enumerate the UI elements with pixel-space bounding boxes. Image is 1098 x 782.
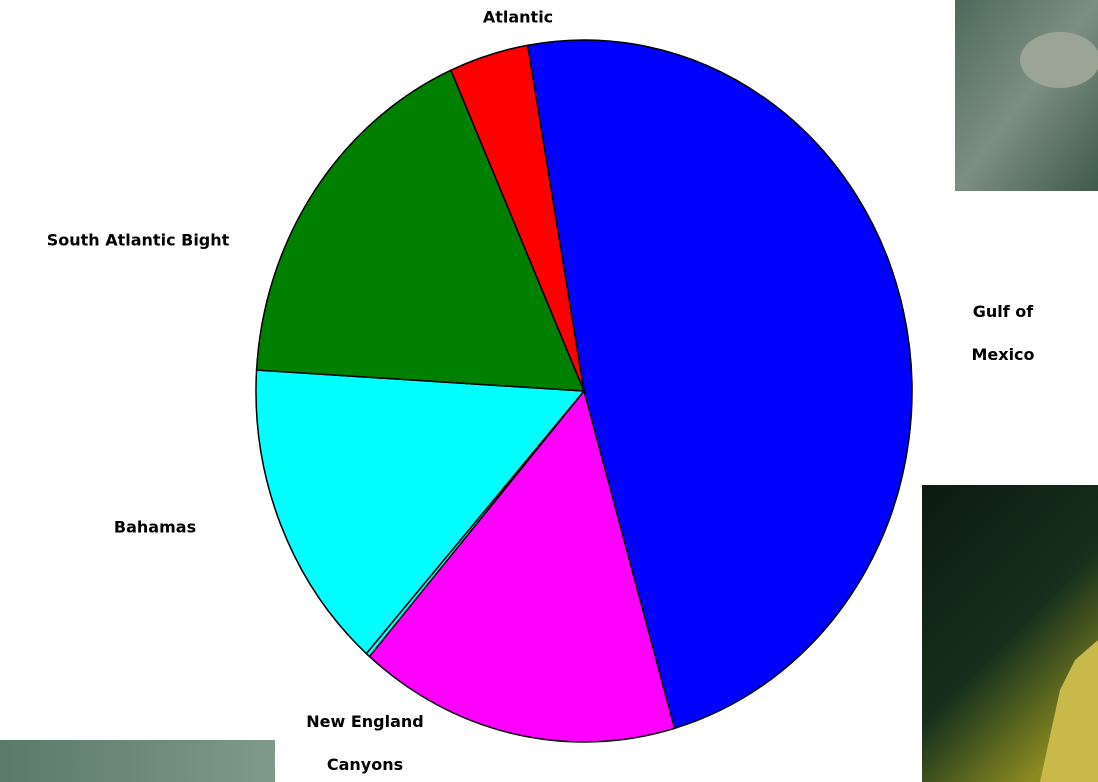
pie xyxy=(255,39,913,743)
pie-slice xyxy=(255,369,586,655)
slice-label: New England Canyons xyxy=(306,712,424,774)
slice-label: Bahamas xyxy=(113,517,197,537)
photo xyxy=(0,740,275,782)
photo xyxy=(955,0,1098,191)
slice-label: Atlantic xyxy=(482,7,554,27)
pie-slice xyxy=(526,39,913,730)
slice-label: Gulf of Mexico xyxy=(971,302,1035,364)
photo-coral xyxy=(1040,640,1098,782)
slice-label: South Atlantic Bight xyxy=(46,230,230,250)
pie-slice xyxy=(255,69,586,392)
pie-slice xyxy=(368,389,676,743)
photo-fish xyxy=(1020,32,1098,88)
pie-slice xyxy=(449,44,585,392)
